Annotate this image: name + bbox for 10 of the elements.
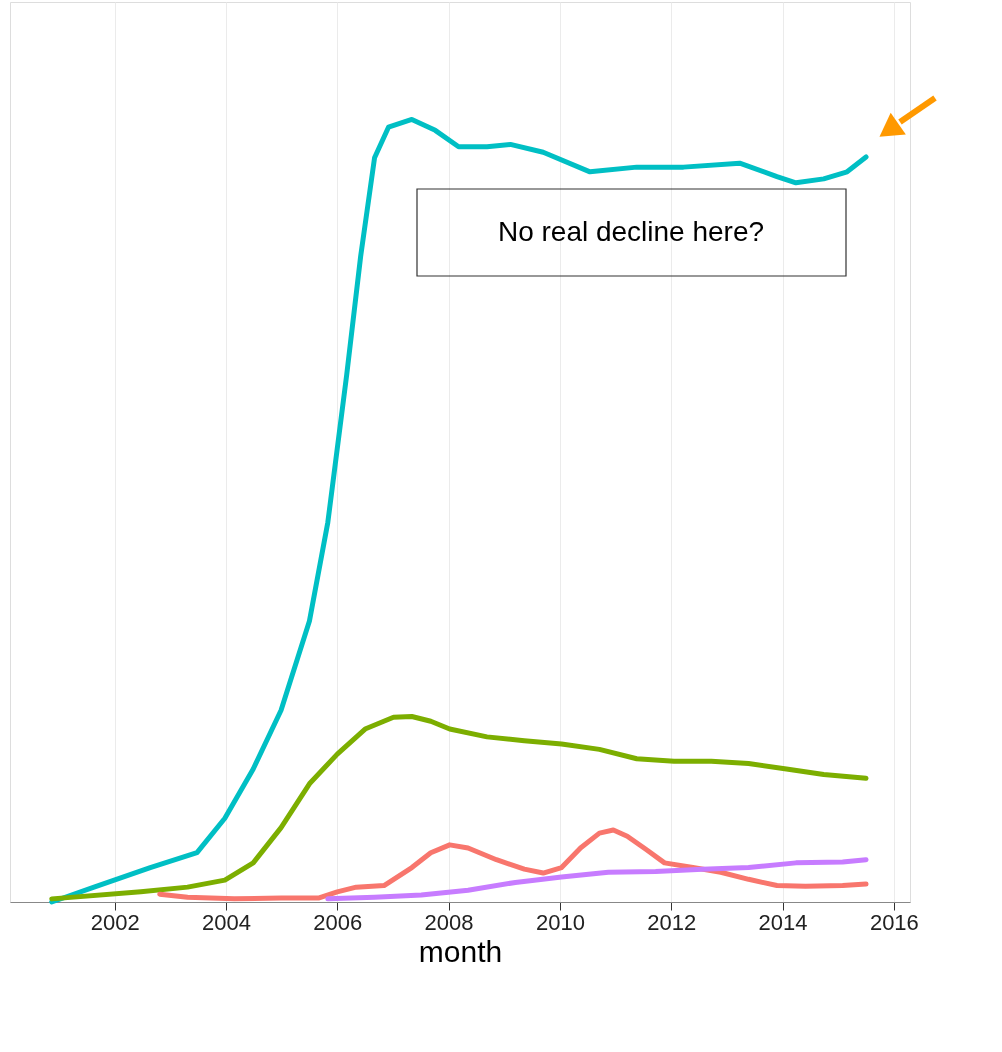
x-tick-label: 2002 xyxy=(90,909,140,935)
x-tick-label: 2012 xyxy=(647,909,697,935)
x-tick-label: 2010 xyxy=(535,909,585,935)
x-tick-label: 2004 xyxy=(201,909,251,935)
x-tick-label: 2016 xyxy=(869,909,919,935)
annotation: No real decline here? xyxy=(497,216,765,247)
x-tick-label: 2008 xyxy=(424,909,474,935)
x-tick-label: 2014 xyxy=(758,909,808,935)
x-axis-title: month xyxy=(418,934,503,968)
x-tick-label: 2006 xyxy=(313,909,363,935)
